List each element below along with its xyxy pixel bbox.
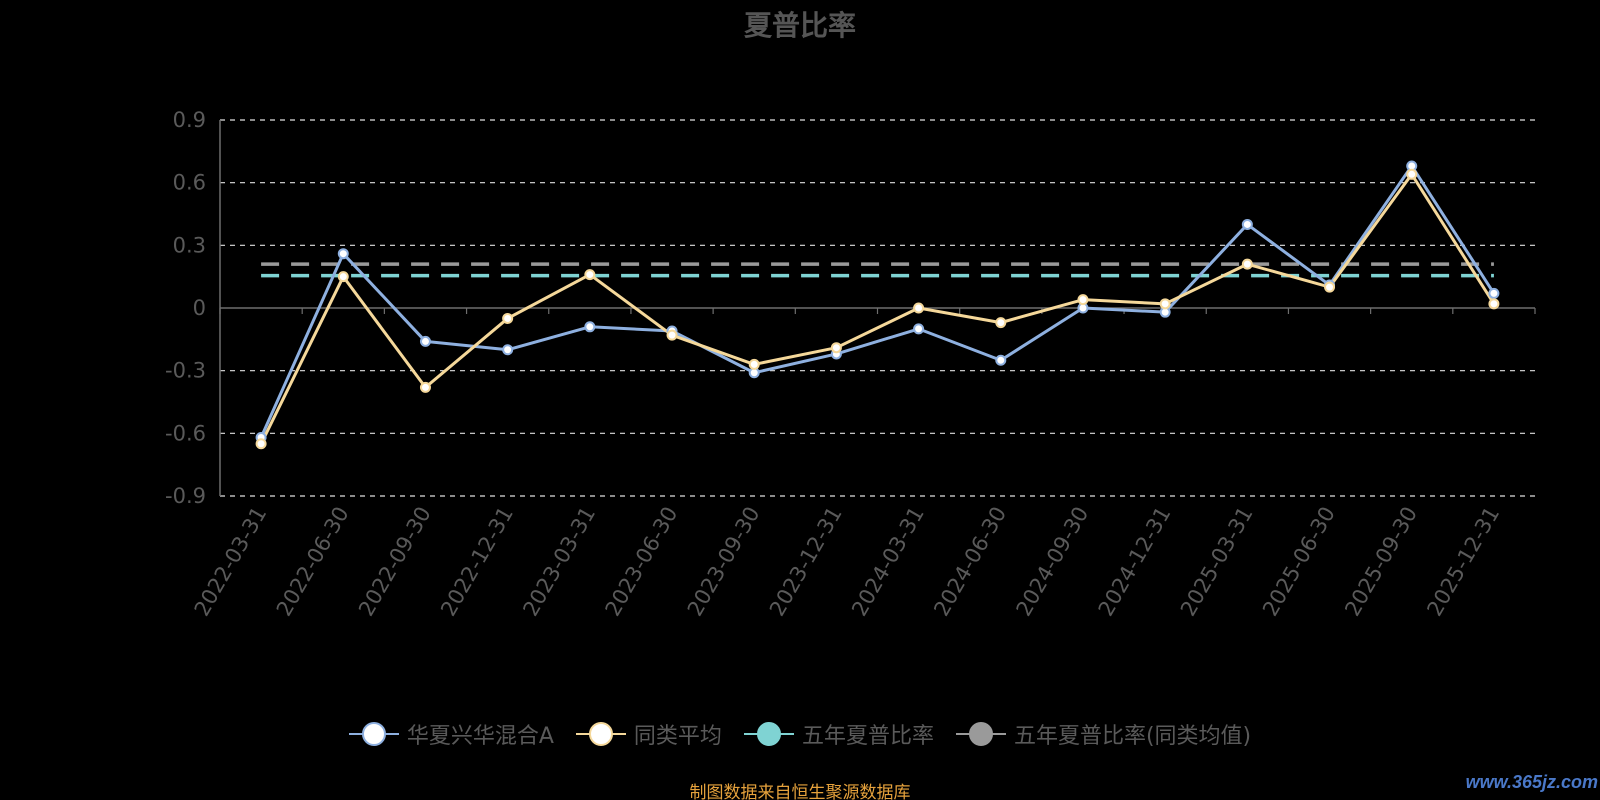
series-1-point	[1077, 294, 1089, 306]
series-line-1	[259, 172, 1496, 445]
series-0-point	[1488, 287, 1500, 299]
series-1-point	[1241, 258, 1253, 270]
y-tick-label: -0.6	[165, 421, 206, 445]
x-tick-label: 2025-09-30	[1340, 503, 1422, 621]
series-1-point	[748, 358, 760, 370]
y-tick-label: -0.3	[165, 359, 206, 383]
y-tick-label: 0.6	[173, 171, 206, 195]
x-tick-label: 2023-09-30	[683, 503, 765, 621]
x-tick-label: 2024-12-31	[1094, 503, 1176, 621]
legend-item-fund[interactable]: 华夏兴华混合A	[348, 718, 554, 750]
x-tick-label: 2024-03-31	[847, 503, 929, 621]
series-0-point	[419, 335, 431, 347]
x-tick-label: 2025-03-31	[1176, 503, 1258, 621]
series-0-point	[337, 248, 349, 260]
series-1-point	[255, 438, 267, 450]
x-tick-label: 2023-03-31	[518, 503, 600, 621]
legend-item-five-year-sharpe-peer[interactable]: 五年夏普比率(同类均值)	[955, 718, 1252, 750]
series-1-point	[666, 329, 678, 341]
data-source-note: 制图数据来自恒生聚源数据库	[689, 783, 911, 800]
series-1-point	[584, 269, 596, 281]
y-tick-label: 0	[193, 296, 206, 320]
legend-marker-peer-average	[575, 721, 626, 747]
series-0-point	[1241, 218, 1253, 230]
series-1-point	[1406, 168, 1418, 180]
legend-marker-fund	[348, 721, 399, 747]
legend-label-five-year-sharpe-peer: 五年夏普比率(同类均值)	[1013, 724, 1252, 749]
x-tick-label: 2025-12-31	[1422, 503, 1504, 621]
series-0-point	[995, 354, 1007, 366]
legend-item-five-year-sharpe[interactable]: 五年夏普比率	[743, 718, 934, 750]
y-tick-label: -0.9	[165, 484, 206, 508]
series-line-0	[259, 164, 1496, 439]
x-tick-label: 2024-09-30	[1011, 503, 1093, 621]
legend-item-peer-average[interactable]: 同类平均	[575, 718, 722, 750]
x-tick-label: 2022-09-30	[354, 503, 436, 621]
legend-marker-five-year-sharpe-peer	[955, 721, 1006, 747]
x-tick-label: 2022-03-31	[190, 503, 272, 621]
legend: 华夏兴华混合A 同类平均 五年夏普比率 五年夏普比率(同类均值)	[0, 718, 1600, 750]
series-0-point	[913, 323, 925, 335]
y-tick-label: 0.9	[173, 108, 206, 132]
legend-label-five-year-sharpe: 五年夏普比率	[801, 724, 934, 749]
chart-title: 夏普比率	[743, 9, 856, 42]
series-1-point	[337, 271, 349, 283]
watermark: www.365jz.com	[1465, 772, 1598, 792]
x-tick-label: 2024-06-30	[929, 503, 1011, 621]
legend-label-peer-average: 同类平均	[633, 724, 722, 749]
y-tick-label: 0.3	[173, 233, 206, 257]
series-1-point	[913, 302, 925, 314]
series-1-point	[1159, 298, 1171, 310]
legend-marker-five-year-sharpe	[743, 721, 794, 747]
series-0-point	[584, 321, 596, 333]
x-tick-label: 2023-12-31	[765, 503, 847, 621]
x-tick-label: 2022-12-31	[436, 503, 518, 621]
x-tick-label: 2023-06-30	[601, 503, 683, 621]
x-tick-label: 2025-06-30	[1258, 503, 1340, 621]
series-0-point	[502, 344, 514, 356]
legend-label-fund: 华夏兴华混合A	[406, 724, 554, 749]
series-1-point	[1324, 281, 1336, 293]
x-tick-label: 2022-06-30	[272, 503, 354, 621]
series-1-point	[995, 317, 1007, 329]
series-1-point	[419, 381, 431, 393]
series-1-point	[830, 342, 842, 354]
series-1-point	[1488, 298, 1500, 310]
series-1-point	[502, 312, 514, 324]
